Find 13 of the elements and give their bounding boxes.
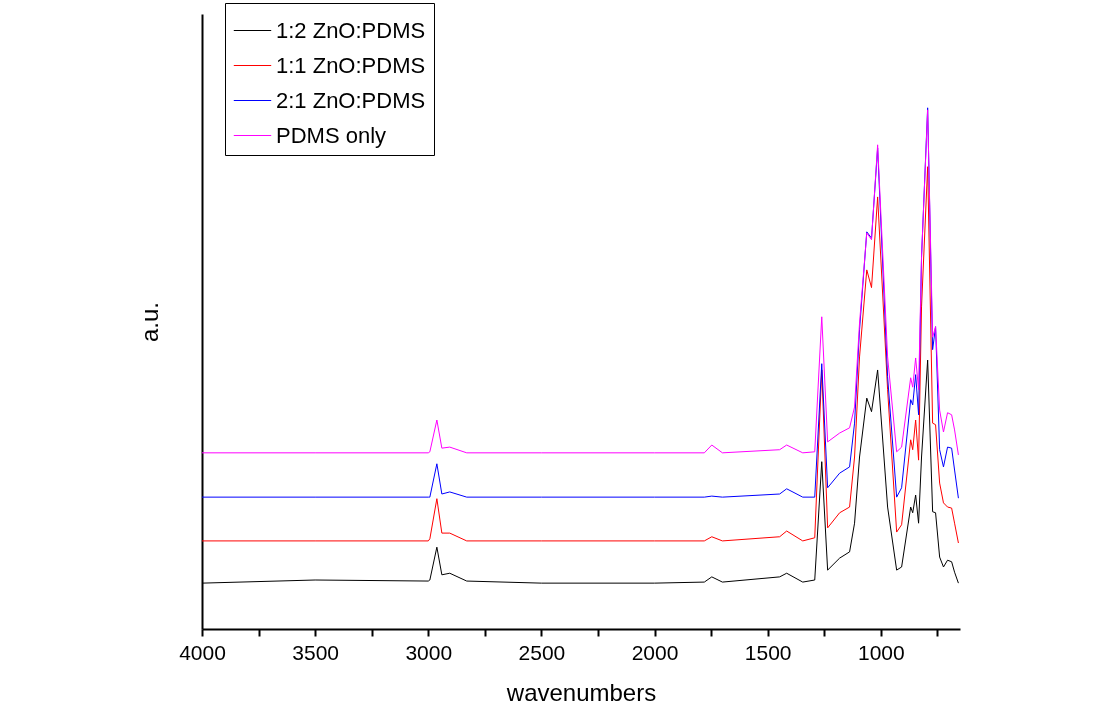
x-tick-label: 3500: [292, 640, 339, 664]
legend-label: PDMS only: [276, 122, 387, 148]
x-tick-label: 1000: [857, 640, 905, 664]
y-axis-title: a.u.: [135, 301, 163, 343]
x-tick-label: 4000: [179, 640, 226, 664]
legend-label: 2:1 ZnO:PDMS: [276, 87, 426, 113]
x-axis-title: wavenumbers: [505, 678, 657, 706]
x-tick-label: 1500: [744, 640, 792, 664]
x-tick-label: 2500: [518, 640, 566, 664]
x-tick-label: 3000: [405, 640, 453, 664]
x-tick-label: 2000: [631, 640, 679, 664]
legend-label: 1:2 ZnO:PDMS: [276, 17, 426, 43]
legend-label: 1:1 ZnO:PDMS: [276, 52, 426, 78]
